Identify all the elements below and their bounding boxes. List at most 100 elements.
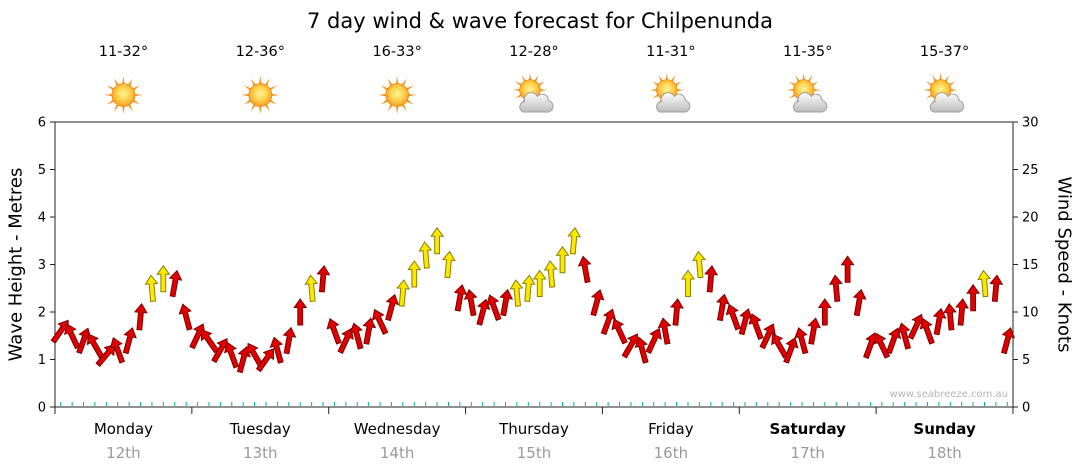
partly-cloudy-icon [512,72,554,113]
cloud [792,92,828,113]
left-axis-tick-label: 1 [38,353,46,368]
wind-arrow [499,288,514,317]
wind-arrow [156,264,171,293]
wind-arrow [759,323,776,350]
right-axis-tick-label: 0 [1022,401,1030,416]
right-axis-tick-label: 5 [1022,353,1030,368]
wind-arrow [316,264,331,293]
day-temp-range: 12-36° [236,44,285,60]
wind-arrow [828,274,843,303]
day-temp-range: 11-31° [646,44,695,60]
wind-arrow [168,269,183,298]
wind-arrow [122,327,137,355]
day-date: 14th [380,444,414,462]
wind-arrow [109,336,126,364]
day-date: 12th [106,444,140,462]
day-name: Tuesday [229,420,291,438]
wind-arrow [396,279,411,307]
day-name: Wednesday [354,420,441,438]
wind-arrow [555,245,570,274]
cloud [656,92,691,113]
wind-arrow [852,288,867,317]
wind-arrow [681,269,695,297]
sun-disc [385,83,410,107]
wind-arrow [293,298,308,326]
day-date: 16th [654,444,688,462]
partly-cloudy-icon [649,72,691,113]
wind-arrow [634,336,649,364]
wind-arrow [532,269,547,297]
wind-arrow [418,241,433,269]
wind-arrow [840,255,855,283]
day-date: 13th [243,444,277,462]
chart-title: 7 day wind & wave forecast for Chilpenun… [307,9,773,33]
wind-arrow [783,336,799,364]
wind-arrow [64,323,81,350]
wind-arrow [349,322,364,350]
wind-arrow [430,226,445,255]
right-axis-tick-label: 25 [1022,163,1039,178]
right-axis-tick-label: 20 [1022,211,1039,226]
wind-arrow [486,294,502,321]
wind-arrow [955,298,969,326]
cloud [929,92,965,113]
day-name: Friday [648,420,694,438]
wind-arrow [989,274,1004,303]
cloud [519,92,554,113]
left-axis-tick-label: 2 [38,306,46,321]
day-date: 17th [790,444,824,462]
sunny-icon [104,76,143,114]
wind-arrow [255,348,274,373]
wind-arrow [269,336,284,364]
wind-arrow [670,298,684,326]
wind-arrow [133,302,148,331]
wind-arrow [943,302,957,331]
wind-arrow [567,226,582,255]
wind-arrow [337,327,354,354]
wind-arrow [223,341,240,369]
wind-arrow [873,332,891,359]
wind-arrow [521,274,536,303]
day-name: Saturday [770,420,847,438]
wind-arrow [326,317,342,345]
wind-arrow [725,303,741,331]
wind-arrow [362,317,377,345]
left-axis-tick-label: 6 [38,116,46,131]
sunny-icon [241,76,280,114]
wind-arrow [385,293,400,322]
sun-disc [248,83,273,107]
wind-arrow [476,298,491,326]
wind-arrow [919,317,935,345]
partly-cloudy-icon [923,72,965,113]
sun-disc [111,83,136,107]
partly-cloudy-icon [786,72,828,113]
wind-arrow [716,293,730,322]
wind-arrow [282,326,297,355]
day-name: Thursday [498,420,569,438]
wind-arrow [371,308,389,335]
day-date: 18th [927,444,961,462]
wind-arrow [577,255,592,284]
left-axis-tick-label: 5 [38,163,46,178]
wind-arrow [1001,327,1016,355]
wind-arrow [657,317,672,345]
wind-arrow [407,260,422,288]
wind-arrow [817,298,832,326]
wind-arrow [885,327,902,355]
wind-arrow [748,313,764,340]
day-temp-range: 11-32° [99,44,148,60]
left-axis-tick-label: 0 [38,401,46,416]
wind-arrow [178,303,193,331]
day-temp-range: 16-33° [372,44,421,60]
day-temp-range: 11-35° [783,44,832,60]
wind-arrow [966,283,981,312]
plot-border [54,121,1014,408]
wind-arrow [95,344,116,368]
wind-arrow [807,317,821,345]
wind-arrow [509,279,524,307]
wind-arrow [645,327,662,354]
wind-arrow [794,327,809,355]
sunny-icon [378,76,417,114]
day-name: Monday [94,420,153,438]
wind-arrow [932,307,947,336]
